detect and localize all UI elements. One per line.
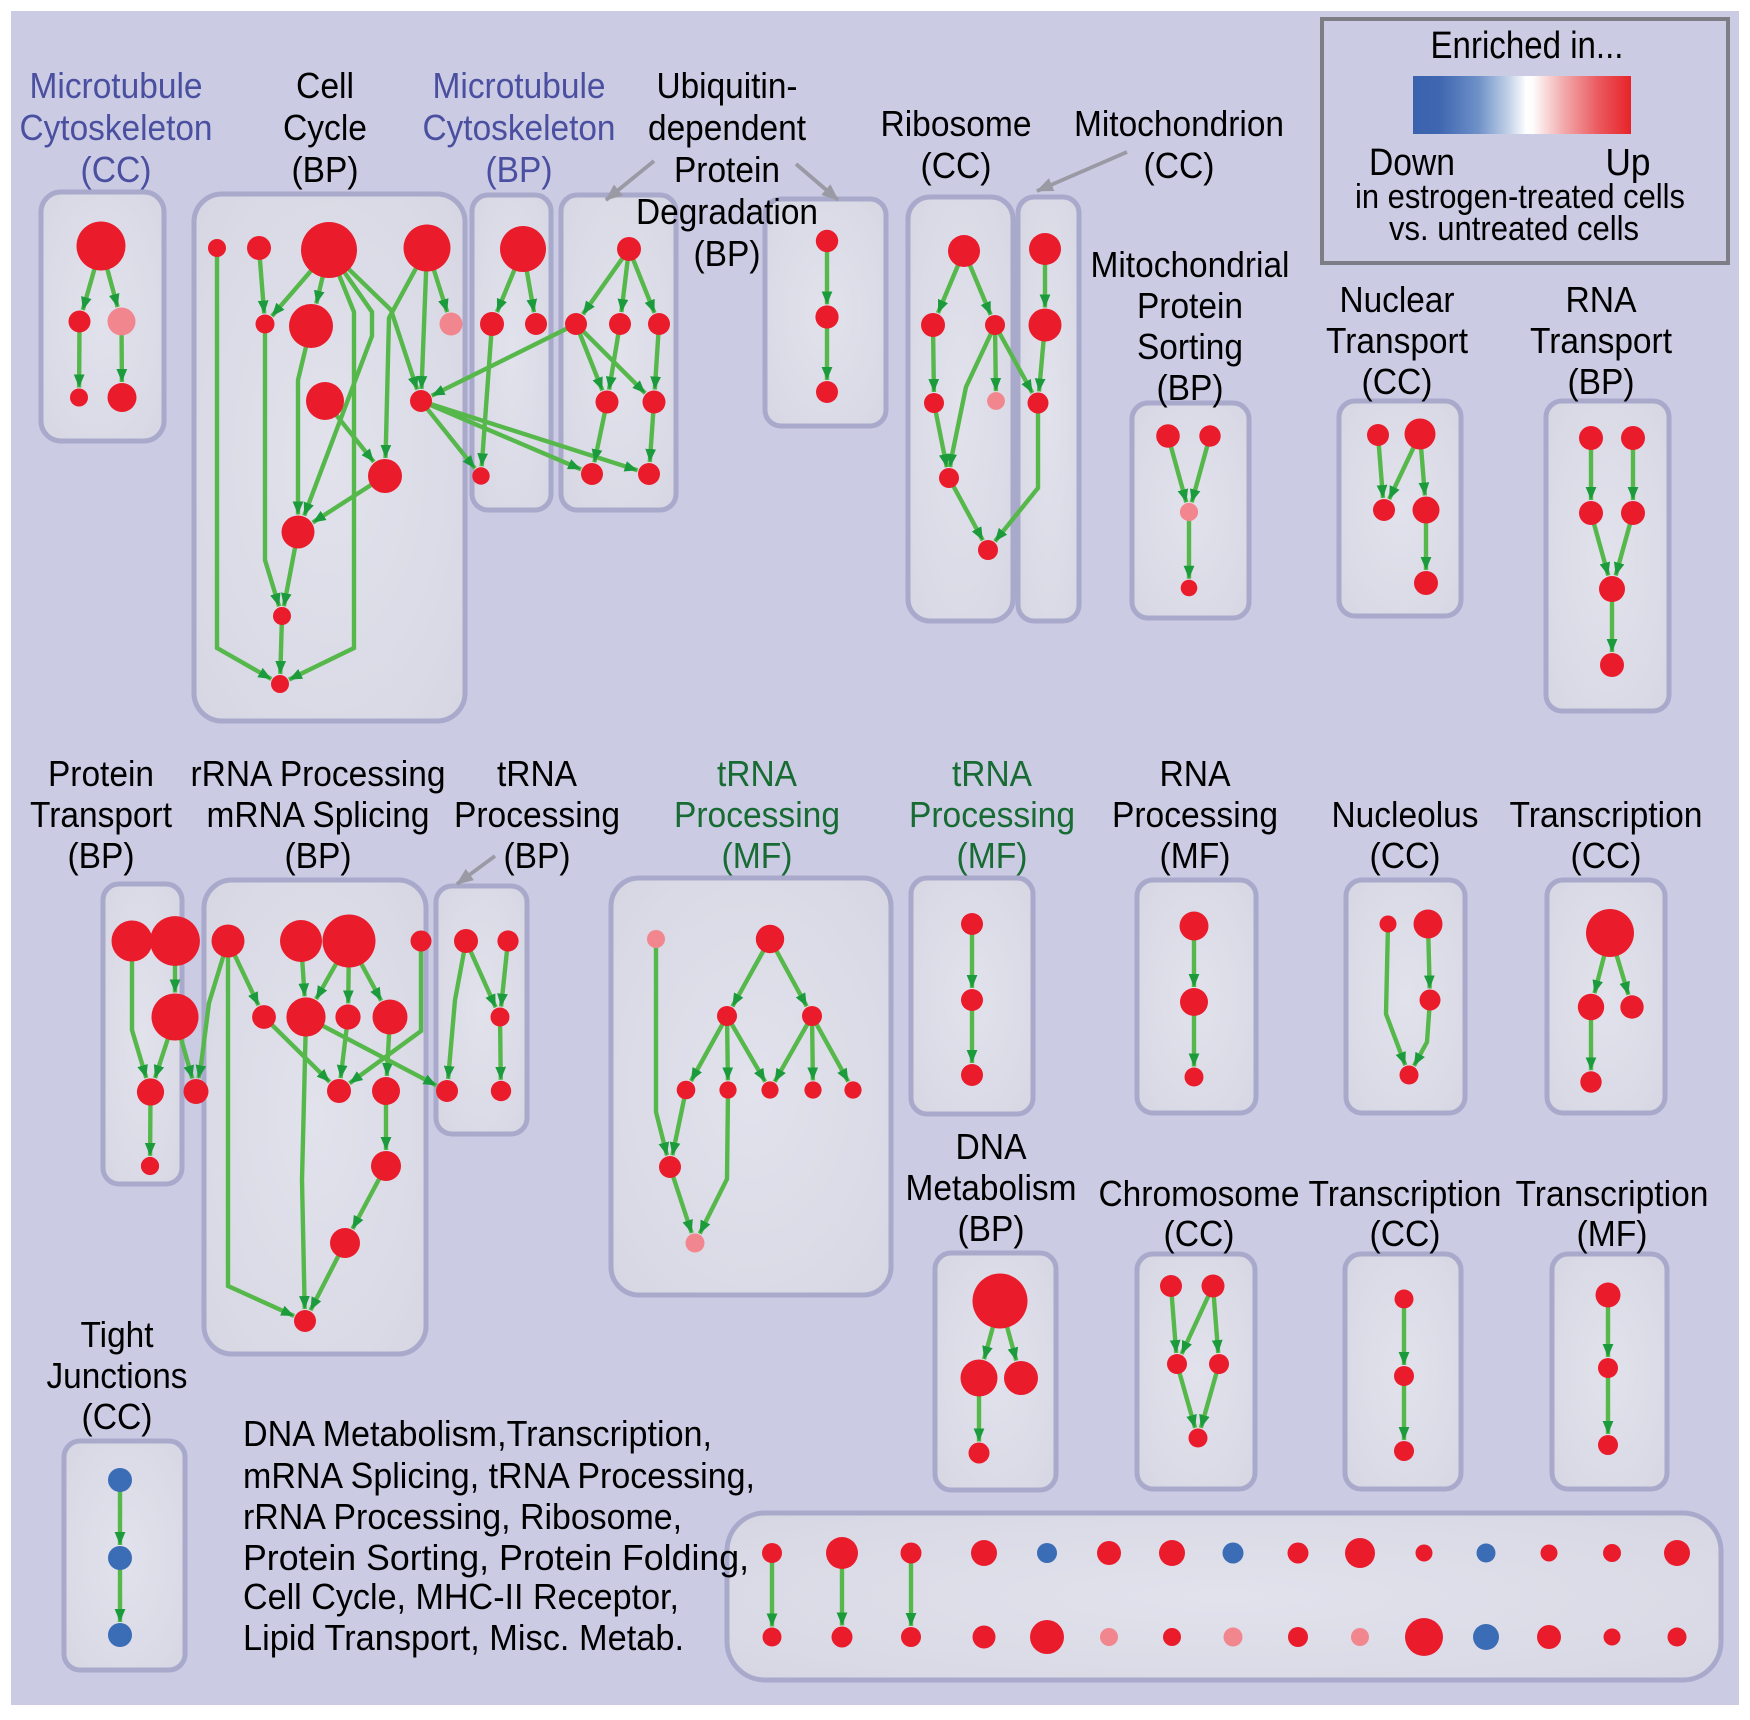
svg-text:Degradation: Degradation [636, 191, 818, 232]
svg-text:rRNA Processing: rRNA Processing [191, 753, 446, 794]
svg-text:Transcription: Transcription [1309, 1173, 1502, 1214]
svg-text:Protein: Protein [674, 149, 780, 190]
svg-text:Microtubule: Microtubule [30, 65, 203, 106]
svg-text:Cell Cycle, MHC-II Receptor,: Cell Cycle, MHC-II Receptor, [243, 1576, 679, 1617]
svg-text:RNA: RNA [1160, 753, 1231, 794]
svg-text:(MF): (MF) [722, 835, 793, 876]
svg-text:(BP): (BP) [292, 149, 359, 190]
svg-text:Microtubule: Microtubule [433, 65, 606, 106]
svg-text:Nucleolus: Nucleolus [1332, 794, 1479, 835]
svg-text:(CC): (CC) [1370, 835, 1441, 876]
svg-text:DNA Metabolism,Transcription,: DNA Metabolism,Transcription, [243, 1413, 712, 1454]
svg-text:Enriched in...: Enriched in... [1431, 25, 1624, 67]
svg-text:vs. untreated cells: vs. untreated cells [1389, 210, 1639, 248]
svg-text:Processing: Processing [909, 794, 1075, 835]
svg-text:Cytoskeleton: Cytoskeleton [423, 107, 616, 148]
svg-text:Tight: Tight [81, 1314, 154, 1355]
svg-text:rRNA Processing, Ribosome,: rRNA Processing, Ribosome, [243, 1496, 682, 1537]
svg-text:(CC): (CC) [921, 145, 992, 186]
svg-text:(MF): (MF) [1160, 835, 1231, 876]
svg-text:Processing: Processing [674, 794, 840, 835]
svg-text:(CC): (CC) [1571, 835, 1642, 876]
svg-text:Lipid Transport, Misc. Metab.: Lipid Transport, Misc. Metab. [243, 1617, 684, 1658]
svg-text:dependent: dependent [648, 107, 806, 148]
svg-text:Up: Up [1606, 142, 1651, 184]
svg-text:tRNA: tRNA [952, 753, 1032, 794]
svg-text:Processing: Processing [1112, 794, 1278, 835]
svg-text:mRNA Splicing, tRNA Processing: mRNA Splicing, tRNA Processing, [243, 1455, 755, 1496]
svg-text:(BP): (BP) [1568, 361, 1635, 402]
svg-text:Ribosome: Ribosome [881, 103, 1032, 144]
svg-text:Sorting: Sorting [1137, 326, 1243, 367]
svg-text:(CC): (CC) [81, 149, 152, 190]
svg-text:in estrogen-treated cells: in estrogen-treated cells [1355, 178, 1685, 216]
svg-text:(CC): (CC) [1370, 1213, 1441, 1254]
svg-text:Chromosome: Chromosome [1099, 1173, 1300, 1214]
svg-text:Mitochondrion: Mitochondrion [1074, 103, 1284, 144]
svg-text:Transport: Transport [1530, 320, 1672, 361]
svg-text:(MF): (MF) [957, 835, 1028, 876]
svg-text:(CC): (CC) [1144, 145, 1215, 186]
svg-text:Mitochondrial: Mitochondrial [1091, 244, 1290, 285]
svg-text:Protein: Protein [48, 753, 154, 794]
svg-text:(BP): (BP) [68, 835, 135, 876]
svg-text:Protein Sorting, Protein Foldi: Protein Sorting, Protein Folding, [243, 1537, 749, 1578]
svg-text:Transport: Transport [1326, 320, 1468, 361]
svg-text:Cycle: Cycle [283, 107, 367, 148]
svg-text:Transcription: Transcription [1516, 1173, 1709, 1214]
svg-text:(BP): (BP) [1157, 367, 1224, 408]
svg-text:(CC): (CC) [1164, 1213, 1235, 1254]
svg-text:(MF): (MF) [1577, 1213, 1648, 1254]
svg-text:(BP): (BP) [958, 1208, 1025, 1249]
svg-text:DNA: DNA [956, 1126, 1027, 1167]
svg-text:Nuclear: Nuclear [1340, 279, 1455, 320]
svg-text:tRNA: tRNA [497, 753, 577, 794]
svg-text:Down: Down [1369, 142, 1455, 184]
svg-text:Transport: Transport [30, 794, 172, 835]
svg-text:Metabolism: Metabolism [906, 1167, 1077, 1208]
svg-text:Protein: Protein [1137, 285, 1243, 326]
svg-text:Junctions: Junctions [47, 1355, 188, 1396]
svg-text:(BP): (BP) [694, 233, 761, 274]
svg-text:mRNA Splicing: mRNA Splicing [207, 794, 430, 835]
svg-text:tRNA: tRNA [717, 753, 797, 794]
svg-text:Ubiquitin-: Ubiquitin- [657, 65, 798, 106]
svg-text:Transcription: Transcription [1510, 794, 1703, 835]
svg-text:(BP): (BP) [486, 149, 553, 190]
svg-text:(BP): (BP) [504, 835, 571, 876]
svg-text:(BP): (BP) [285, 835, 352, 876]
svg-text:RNA: RNA [1566, 279, 1637, 320]
svg-text:Processing: Processing [454, 794, 620, 835]
svg-text:(CC): (CC) [1362, 361, 1433, 402]
svg-text:Cell: Cell [296, 65, 354, 106]
svg-text:Cytoskeleton: Cytoskeleton [20, 107, 213, 148]
svg-text:(CC): (CC) [82, 1396, 153, 1437]
